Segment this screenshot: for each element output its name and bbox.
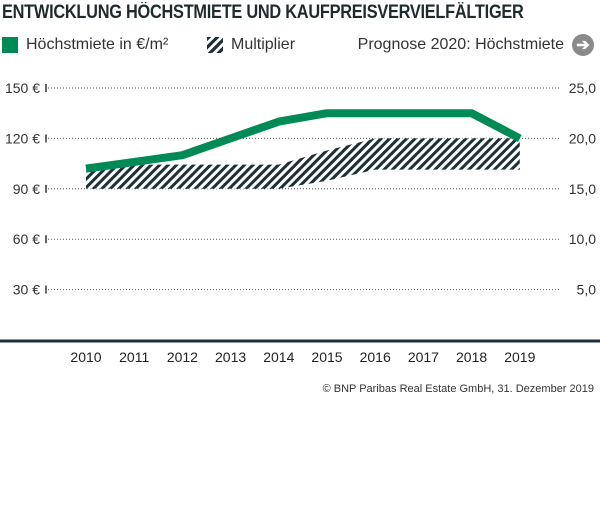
y-left-tick-label: 30 € xyxy=(13,282,40,298)
copyright: © BNP Paribas Real Estate GmbH, 31. Deze… xyxy=(322,383,594,395)
x-tick-label: 2013 xyxy=(215,349,246,365)
x-tick-label: 2014 xyxy=(263,349,294,365)
x-tick-label: 2019 xyxy=(504,349,535,365)
forecast-label[interactable]: Prognose 2020: Höchstmiete xyxy=(357,36,564,53)
chart-title: ENTWICKLUNG HÖCHSTMIETE UND KAUFPREISVER… xyxy=(2,2,524,23)
y-right-tick-label: 15,0 xyxy=(569,181,596,197)
x-tick-label: 2010 xyxy=(70,349,101,365)
legend-item-rent: Höchstmiete in €/m² xyxy=(2,36,168,54)
x-tick-label: 2015 xyxy=(311,349,342,365)
multiplier-area xyxy=(86,138,520,189)
y-right-tick-label: 10,0 xyxy=(569,231,596,247)
legend-swatch-rent xyxy=(2,37,18,53)
y-left-tick-label: 90 € xyxy=(13,181,40,197)
y-left-tick-label: 150 € xyxy=(5,80,40,96)
y-right-tick-label: 20,0 xyxy=(569,130,596,146)
arrow-right-circle-icon[interactable]: ➔ xyxy=(572,34,594,56)
legend-swatch-multiplier xyxy=(207,37,223,53)
y-left-tick-label: 120 € xyxy=(5,130,40,146)
x-tick-label: 2016 xyxy=(360,349,391,365)
x-tick-label: 2018 xyxy=(456,349,487,365)
y-left-tick-label: 60 € xyxy=(13,231,40,247)
y-right-tick-label: 25,0 xyxy=(569,80,596,96)
legend-label-multiplier: Multiplier xyxy=(231,36,296,53)
x-tick-label: 2017 xyxy=(408,349,439,365)
legend-label-rent: Höchstmiete in €/m² xyxy=(26,36,169,53)
x-tick-label: 2012 xyxy=(167,349,198,365)
chart-svg: 30 € 60 € 90 € 120 € 150 € 5,0 10,0 15,0 20,0 25,… xyxy=(0,80,600,365)
forecast-link[interactable]: Prognose 2020: Höchstmiete ➔ xyxy=(358,34,594,56)
legend-item-multiplier: Multiplier xyxy=(207,36,295,54)
rent-line xyxy=(85,109,522,173)
x-tick-label: 2011 xyxy=(119,349,149,365)
legend: Höchstmiete in €/m² Multiplier Prognose … xyxy=(2,34,600,58)
y-right-tick-label: 5,0 xyxy=(577,282,597,298)
